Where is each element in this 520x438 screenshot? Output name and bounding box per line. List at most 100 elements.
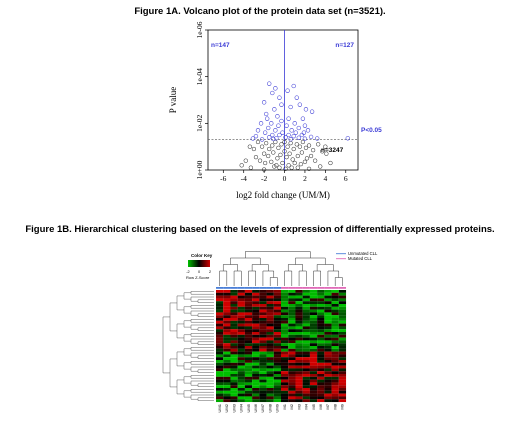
heatmap-cell [216,346,224,349]
heatmap-cell [288,388,296,391]
point-not-significant [290,157,295,162]
heatmap-cell [288,332,296,335]
heatmap-cell [266,374,274,377]
point-significant [302,123,308,128]
heatmap-cell [309,298,318,302]
heatmap-cell [331,399,339,403]
heatmap-cell [244,292,253,296]
heatmap-cell [324,348,332,352]
heatmap-cell [302,365,310,369]
heatmap-cell [302,362,310,366]
heatmap-cell [281,320,289,324]
point-significant [301,130,307,135]
annotation-n-right: n=127 [335,42,354,49]
heatmap-cell [324,374,332,377]
heatmap-cell [281,399,289,403]
heatmap-cell [324,385,332,389]
column-label: UM7 [260,403,265,412]
heatmap-cell [216,393,224,397]
heatmap-cell [309,343,318,347]
heatmap-cell [309,309,318,313]
heatmap-cell [324,292,332,296]
point-not-significant [292,160,297,166]
heatmap-cell [266,390,274,394]
heatmap-cell [223,290,231,293]
heatmap-cell [216,374,224,377]
heatmap-cell [259,390,267,394]
point-significant [269,121,274,126]
heatmap-cell [317,312,325,316]
x-tick-label: 2 [303,174,307,183]
heatmap-cell [266,290,274,293]
point-not-significant [291,146,296,152]
heatmap-cell [338,348,347,352]
heatmap-cell [302,334,310,338]
point-not-significant [320,149,325,154]
heatmap-cell [252,334,260,338]
heatmap-cell [288,362,296,366]
heatmap-cell [223,323,231,327]
heatmap-cell [237,337,245,341]
heatmap-cell [259,306,267,310]
heatmap-cell [309,332,318,335]
heatmap-cell [259,304,267,307]
point-not-significant [302,159,308,164]
figure-1a-title: Figure 1A. Volcano plot of the protein d… [134,6,386,17]
point-significant [258,121,264,126]
heatmap-cell [302,323,310,327]
heatmap-cell [331,388,339,391]
heatmap-cell [223,376,231,380]
heatmap-cell [216,290,224,293]
heatmap-cell [324,290,332,293]
heatmap-cell [230,348,238,352]
heatmap-cell [230,362,238,366]
column-group-bar [281,287,289,289]
heatmap-cell [331,396,339,400]
volcano-ylabel: P value [168,87,178,113]
point-not-significant [272,164,277,169]
heatmap-cell [273,306,282,310]
heatmap-cell [288,393,296,397]
heatmap-cell [259,393,267,397]
point-significant [303,107,309,112]
heatmap-cell [288,385,296,389]
row-dendrogram-branch [190,366,214,372]
point-significant [277,95,282,100]
point-significant [289,128,294,133]
heatmap-cell [252,329,260,333]
heatmap-cell [288,309,296,313]
point-not-significant [282,139,287,145]
row-dendrogram-branch [197,313,214,317]
row-dendrogram-branch [190,375,214,379]
point-not-significant [248,165,254,170]
heatmap-cell [230,332,238,335]
heatmap-cell [244,343,253,347]
heatmap-cell [281,326,289,330]
heatmap-cell [230,379,238,383]
heatmap-cell [338,295,347,299]
heatmap-cell [237,371,245,375]
heatmap-cell [338,304,347,307]
point-significant [272,107,277,112]
point-not-significant [316,142,321,147]
heatmap-cell [244,371,253,375]
heatmap-cell [230,351,238,355]
heatmap-cell [230,337,238,341]
volcano-xlabel: log2 fold change (UM/M) [236,190,330,200]
heatmap-cell [273,388,282,391]
heatmap-cell [252,301,260,305]
heatmap-cell [288,376,296,380]
heatmap-cell [317,388,325,391]
heatmap-cell [223,385,231,389]
heatmap-cell [266,337,274,341]
row-dendrogram-branch [190,291,214,295]
heatmap-cell [266,385,274,389]
heatmap-cell [302,318,310,321]
point-significant [291,83,296,89]
heatmap-cell [324,337,332,341]
heatmap-cell [324,315,332,319]
column-group-bar [324,287,332,289]
heatmap-cell [295,357,303,361]
point-not-significant [306,166,312,171]
heatmap-cell [273,295,282,299]
